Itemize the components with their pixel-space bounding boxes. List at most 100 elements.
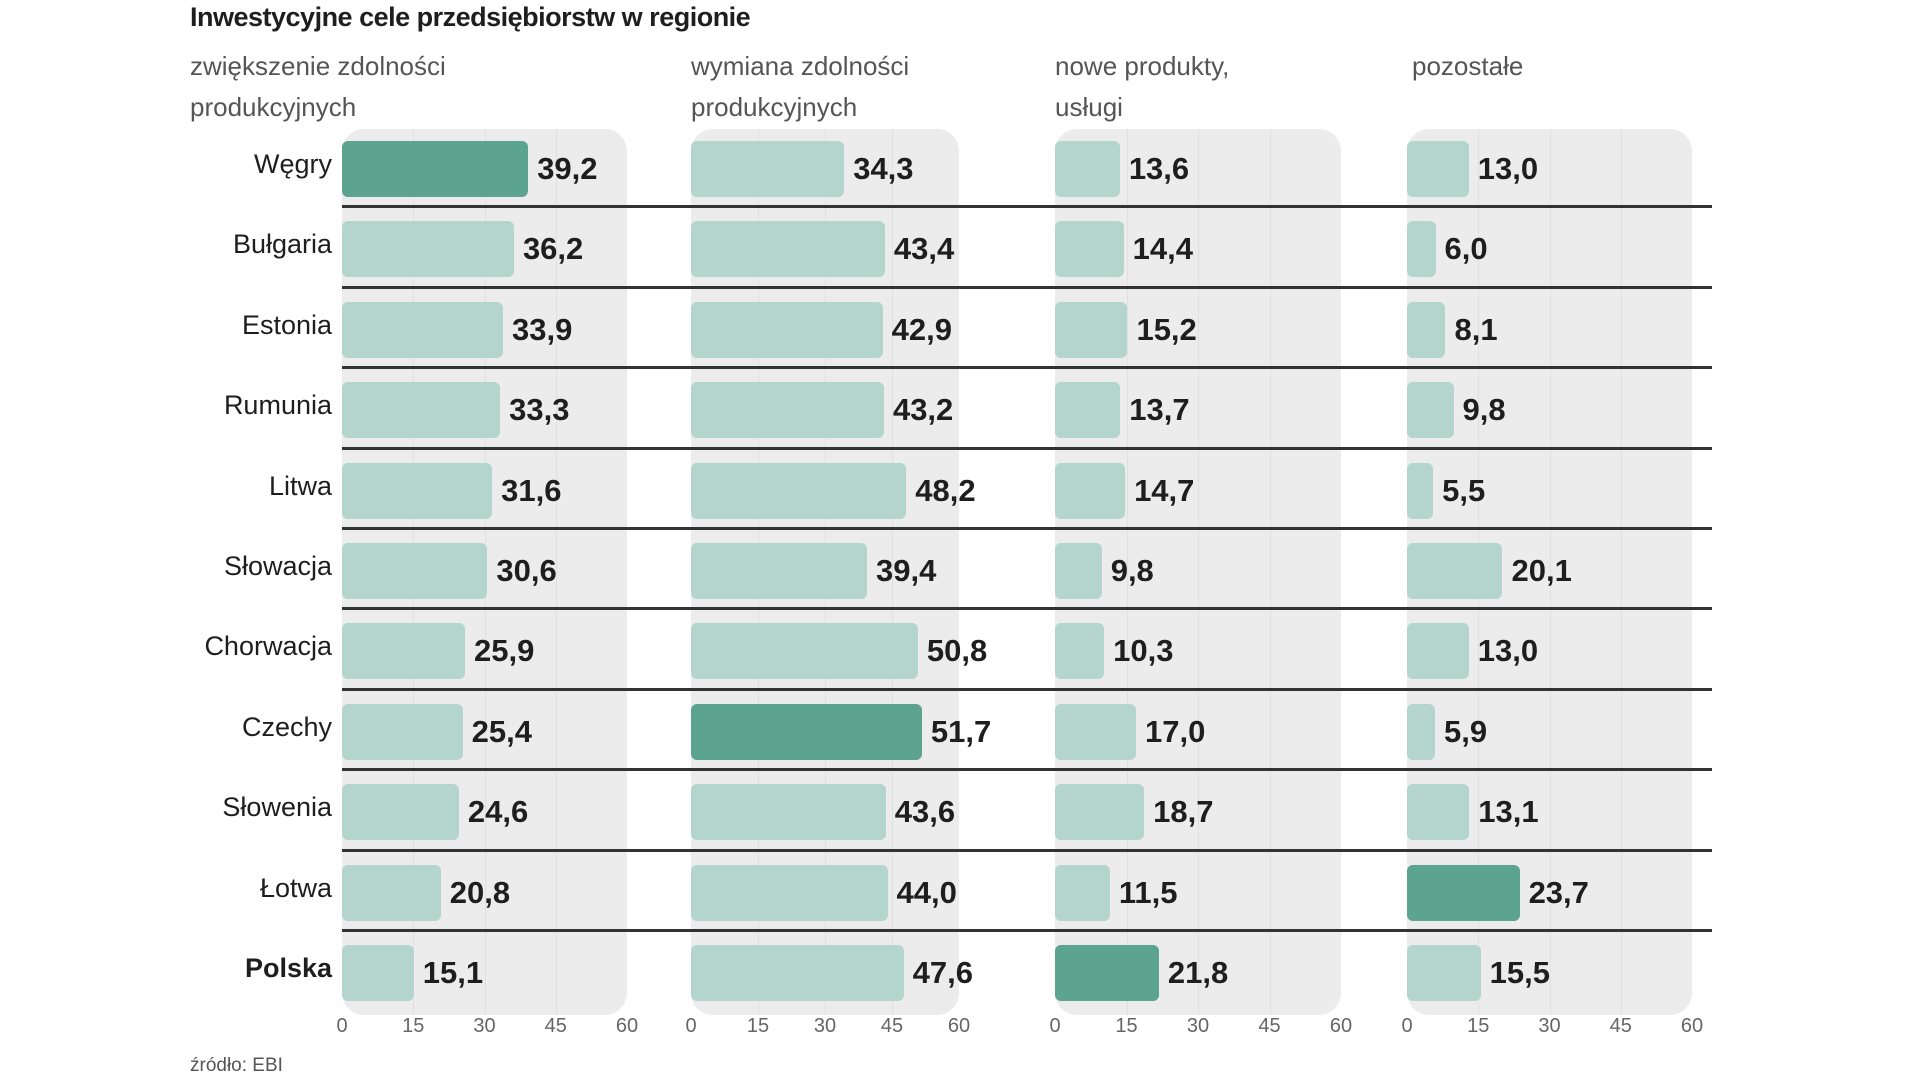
- axis-tick-label: 60: [947, 1015, 971, 1037]
- bar: [342, 543, 488, 599]
- axis-tick-label: 45: [880, 1015, 904, 1037]
- data-label: 13,7: [1129, 392, 1190, 428]
- category-label: Chorwacja: [204, 631, 332, 662]
- data-label: 9,8: [1110, 553, 1154, 588]
- data-label: 15,2: [1136, 311, 1197, 347]
- data-label: 13,0: [1477, 151, 1539, 186]
- series-header-line: produkcyjnych: [190, 92, 357, 122]
- bar: [1055, 382, 1121, 439]
- gridline: [1549, 129, 1551, 1015]
- bar: [1407, 864, 1520, 921]
- axis-tick-label: 15: [746, 1015, 770, 1037]
- bar: [342, 462, 493, 519]
- chart-title: Inwestycyjne cele przedsiębiorstw w regi…: [190, 2, 751, 32]
- category-label: Węgry: [253, 149, 332, 179]
- bar: [1407, 301, 1446, 358]
- series-header-line: nowe produkty,: [1055, 51, 1230, 81]
- data-label: 13,1: [1478, 794, 1539, 830]
- bar: [1407, 945, 1481, 1001]
- data-label: 43,2: [892, 392, 954, 428]
- bar: [342, 784, 459, 841]
- data-label: 13,0: [1477, 633, 1539, 669]
- data-label: 25,9: [474, 633, 535, 669]
- bar: [1407, 382, 1454, 439]
- row-divider: [342, 607, 1712, 611]
- category-label: Czechy: [241, 711, 332, 742]
- data-label: 33,9: [512, 311, 573, 347]
- data-label: 5,5: [1442, 472, 1486, 508]
- series-header: wymiana zdolności produkcyjnych: [691, 46, 909, 128]
- bar: [342, 141, 529, 197]
- bar: [342, 945, 414, 1001]
- gridline: [1198, 129, 1199, 1015]
- row-divider: [342, 929, 1712, 932]
- bar: [691, 543, 867, 599]
- bar: [342, 864, 441, 921]
- data-label: 44,0: [896, 874, 957, 910]
- series-header-line: usługi: [1055, 92, 1123, 122]
- gridline: [1620, 129, 1622, 1015]
- axis-tick-label: 0: [1401, 1015, 1413, 1037]
- bar: [691, 301, 883, 358]
- data-label: 20,8: [449, 874, 511, 910]
- data-label: 8,1: [1454, 311, 1498, 347]
- category-label: Słowacja: [223, 551, 332, 581]
- data-label: 43,6: [894, 794, 956, 830]
- series-header-line: wymiana zdolności: [691, 51, 910, 81]
- bar: [342, 301, 504, 358]
- bar: [1407, 221, 1436, 278]
- data-label: 5,9: [1444, 713, 1488, 749]
- row-divider: [342, 366, 1712, 370]
- bar: [691, 221, 885, 278]
- bar: [342, 221, 514, 278]
- bar: [691, 623, 918, 680]
- row-divider: [342, 205, 1712, 209]
- data-label: 18,7: [1153, 794, 1214, 830]
- bar: [342, 623, 466, 680]
- bar: [1055, 864, 1110, 921]
- data-label: 17,0: [1145, 713, 1206, 749]
- data-label: 6,0: [1444, 231, 1488, 267]
- data-label: 33,3: [509, 392, 570, 428]
- series-header-line: pozostałe: [1412, 51, 1524, 81]
- category-label: Słowenia: [222, 792, 332, 823]
- bar: [1055, 945, 1159, 1001]
- bar: [1407, 703, 1436, 760]
- bar: [1407, 543, 1503, 599]
- source-note: źródło: EBI: [190, 1055, 283, 1076]
- gridline: [555, 129, 557, 1015]
- axis-tick-label: 45: [1609, 1015, 1632, 1037]
- axis-tick-label: 60: [615, 1015, 639, 1037]
- axis-tick-label: 15: [402, 1015, 425, 1037]
- series-header: zwiększenie zdolności produkcyjnych: [190, 46, 446, 128]
- axis-tick-label: 45: [544, 1015, 567, 1037]
- data-label: 15,5: [1489, 955, 1550, 990]
- data-label: 50,8: [926, 633, 988, 669]
- bar: [1055, 301, 1128, 358]
- category-label: Rumunia: [223, 390, 332, 421]
- data-label: 23,7: [1528, 874, 1589, 910]
- bar: [1055, 221, 1124, 278]
- data-label: 51,7: [930, 713, 992, 749]
- bar: [1055, 623, 1105, 680]
- series-header-line: produkcyjnych: [691, 92, 858, 122]
- category-label: Łotwa: [259, 872, 332, 903]
- bar: [1407, 623, 1469, 680]
- bar: [1407, 141, 1469, 197]
- row-divider: [342, 527, 1712, 530]
- bar: [691, 382, 884, 439]
- bar: [691, 784, 886, 841]
- axis-tick-label: 30: [1538, 1015, 1561, 1037]
- axis-tick-label: 15: [1467, 1015, 1490, 1037]
- axis-tick-label: 15: [1115, 1015, 1138, 1037]
- bar: [691, 703, 922, 760]
- data-label: 48,2: [915, 472, 976, 508]
- bar: [1407, 462, 1434, 519]
- data-label: 43,4: [893, 231, 955, 267]
- bar: [1055, 543, 1102, 599]
- bar: [1055, 703, 1137, 760]
- bar: [691, 462, 907, 519]
- bar: [342, 382, 501, 439]
- data-label: 36,2: [522, 231, 584, 267]
- data-label: 30,6: [496, 553, 557, 588]
